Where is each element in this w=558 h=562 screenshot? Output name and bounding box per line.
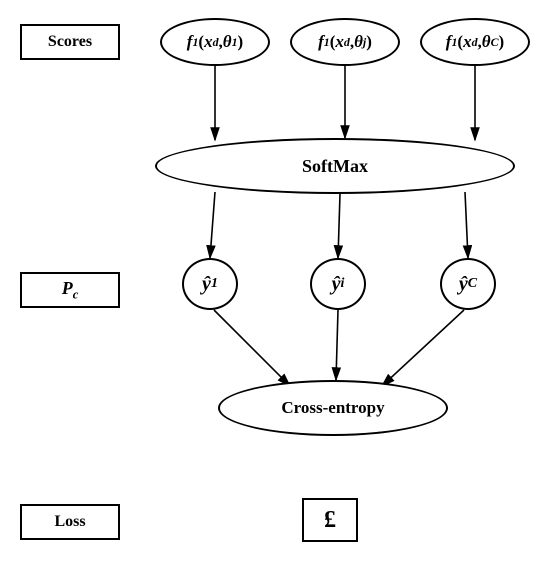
- yhat-node: ŷi: [310, 258, 366, 310]
- loss-symbol: £: [324, 507, 336, 534]
- scores-label-box: Scores: [20, 24, 120, 60]
- loss-label: Loss: [54, 513, 85, 531]
- score-node: f1(xd,θj): [290, 18, 400, 66]
- scores-label: Scores: [48, 33, 92, 51]
- score-node: f1(xd,θ1): [160, 18, 270, 66]
- crossentropy-label: Cross-entropy: [281, 398, 384, 418]
- yhat-node: ŷ1: [182, 258, 238, 310]
- softmax-label: SoftMax: [302, 156, 368, 177]
- crossentropy-node: Cross-entropy: [218, 380, 448, 436]
- pc-label: Pc: [62, 278, 79, 303]
- loss-symbol-box: £: [302, 498, 358, 542]
- pc-label-box: Pc: [20, 272, 120, 308]
- softmax-node: SoftMax: [155, 138, 515, 194]
- loss-label-box: Loss: [20, 504, 120, 540]
- score-node: f1(xd,θC): [420, 18, 530, 66]
- yhat-node: ŷC: [440, 258, 496, 310]
